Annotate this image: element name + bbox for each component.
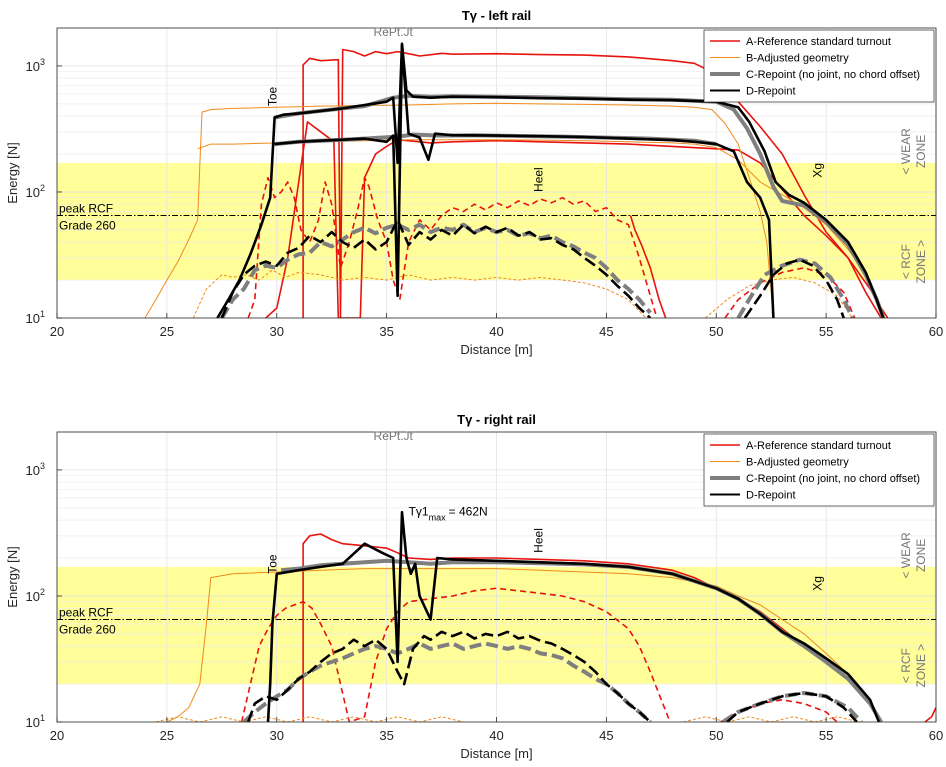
heel-label: Heel	[531, 167, 545, 192]
xg-label: Xg	[810, 576, 824, 591]
x-tick-label: 40	[489, 324, 503, 339]
y-tick-label: 102	[26, 183, 45, 200]
wear-zone-label: < WEARZONE	[899, 128, 928, 175]
x-tick-label: 35	[379, 728, 393, 743]
y-tick-label: 103	[26, 57, 45, 74]
series-line	[704, 276, 853, 318]
series-group	[155, 510, 936, 722]
series-line	[144, 102, 774, 318]
x-tick-label: 30	[270, 324, 284, 339]
series-line	[736, 257, 855, 318]
y-axis-label: Energy [N]	[5, 546, 20, 607]
repoint-joint-label: RePt.Jt	[374, 429, 414, 443]
grade-label: Grade 260	[59, 623, 116, 637]
x-tick-label: 55	[819, 324, 833, 339]
y-tick-label: 101	[26, 713, 45, 730]
x-tick-label: 30	[270, 728, 284, 743]
x-tick-label: 25	[160, 324, 174, 339]
x-axis-label: Distance [m]	[460, 342, 532, 357]
series-line	[166, 568, 882, 722]
x-tick-label: 60	[929, 728, 943, 743]
legend-entry: B-Adjusted geometry	[746, 457, 849, 469]
wear-zone-label: < WEARZONE	[899, 532, 928, 579]
series-line	[265, 121, 889, 318]
series-line	[220, 222, 652, 318]
series-line	[220, 218, 652, 318]
series-line	[216, 42, 885, 318]
series-line	[246, 630, 652, 722]
toe-label: Toe	[265, 554, 279, 574]
x-tick-label: 20	[50, 324, 64, 339]
x-tick-label: 25	[160, 728, 174, 743]
heel-label: Heel	[531, 528, 545, 553]
y-tick-label: 102	[26, 587, 45, 604]
x-axis-label: Distance [m]	[460, 746, 532, 761]
x-tick-label: 45	[599, 324, 613, 339]
rcf-zone-label: < RCFZONE >	[899, 644, 928, 688]
rcf-zone-label: < RCFZONE >	[899, 240, 928, 284]
x-tick-label: 45	[599, 728, 613, 743]
peak-rcf-label: peak RCF	[59, 202, 113, 216]
toe-label: Toe	[265, 86, 279, 106]
series-line	[924, 707, 936, 722]
series-line	[274, 44, 775, 318]
legend-entry: A-Reference standard turnout	[746, 440, 891, 452]
series-line	[724, 267, 856, 318]
xg-label: Xg	[810, 163, 824, 178]
series-line	[155, 716, 464, 722]
peak-rcf-label: peak RCF	[59, 606, 113, 620]
legend-entry: B-Adjusted geometry	[746, 53, 849, 65]
grade-label: Grade 260	[59, 219, 116, 233]
series-line	[247, 176, 658, 318]
x-tick-label: 40	[489, 728, 503, 743]
series-line	[240, 587, 671, 722]
repoint-joint-label: RePt.Jt	[374, 25, 414, 39]
x-tick-label: 50	[709, 728, 723, 743]
legend-entry: D-Repoint	[746, 86, 796, 98]
y-axis-label: Energy [N]	[5, 142, 20, 203]
series-line	[629, 215, 667, 318]
series-line	[683, 716, 860, 722]
series-group	[144, 42, 889, 318]
series-line	[302, 48, 882, 318]
max-annotation: Tγ1max = 462N	[409, 504, 488, 522]
x-tick-label: 55	[819, 728, 833, 743]
chart-left-rail: 20 25 30 35 40 45 50 55 60 101 102 103 Distance [m] E…	[5, 8, 943, 357]
chart-right-rail: 20 25 30 35 40 45 50 55 60 101 102 103 Distance [m] E…	[5, 412, 943, 761]
legend-entry: C-Repoint (no joint, no chord offset)	[746, 69, 920, 81]
chart-title: Tγ - left rail	[462, 8, 531, 23]
series-line	[743, 258, 845, 318]
x-tick-label: 60	[929, 324, 943, 339]
chart-title: Tγ - right rail	[457, 412, 536, 427]
series-line	[192, 269, 647, 318]
legend-entry: A-Reference standard turnout	[746, 36, 891, 48]
legend-box	[703, 29, 935, 103]
x-tick-label: 20	[50, 728, 64, 743]
x-tick-label: 35	[379, 324, 393, 339]
legend: A-Reference standard turnout B-Adjusted g…	[703, 433, 935, 507]
series-line	[726, 691, 858, 722]
y-tick-label: 103	[26, 461, 45, 478]
legend-entry: D-Repoint	[746, 490, 796, 502]
series-line	[266, 510, 881, 722]
y-tick-label: 101	[26, 309, 45, 326]
legend: A-Reference standard turnout B-Adjusted g…	[703, 29, 935, 103]
x-tick-label: 50	[709, 324, 723, 339]
legend-box	[703, 433, 935, 507]
legend-entry: C-Repoint (no joint, no chord offset)	[746, 473, 920, 485]
